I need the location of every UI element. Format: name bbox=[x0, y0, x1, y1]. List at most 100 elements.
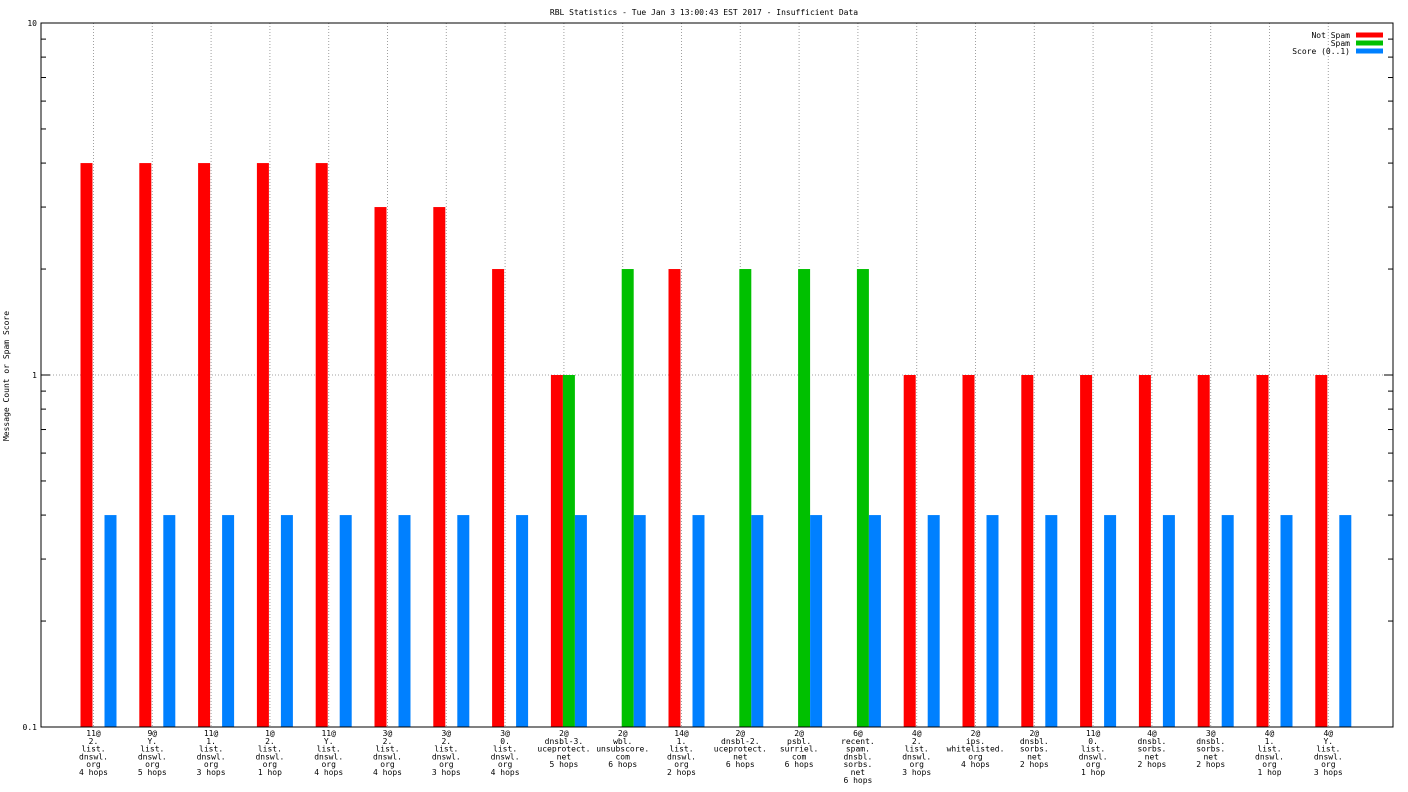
x-tick-label-line: 1 hop bbox=[258, 768, 282, 777]
x-tick-label-line: org bbox=[204, 760, 219, 769]
bar-not-spam bbox=[1256, 375, 1269, 727]
bar-not-spam bbox=[962, 375, 975, 727]
x-tick-label: 2@ dnsbl-3. uceprotect. net 5 hops bbox=[537, 729, 590, 769]
bar-spam bbox=[621, 269, 634, 727]
legend-swatch bbox=[1356, 32, 1383, 38]
bar-not-spam bbox=[374, 207, 387, 727]
x-tick-label: 3@ 2. list. dnswl. org 4 hops bbox=[373, 729, 402, 777]
x-tick-label-line: list. bbox=[1257, 745, 1281, 754]
bar-score-0-1 bbox=[1221, 515, 1234, 727]
bar-score-0-1 bbox=[1162, 515, 1175, 727]
x-tick-label-line: net bbox=[733, 752, 748, 761]
bar-not-spam bbox=[315, 163, 328, 727]
x-tick-label-line: 3 hops bbox=[432, 768, 461, 777]
x-tick-label-line: 3@ bbox=[1206, 729, 1216, 738]
x-tick-label-line: net bbox=[1145, 752, 1160, 761]
x-tick-label-line: org bbox=[439, 760, 454, 769]
x-tick-label-line: ips. bbox=[966, 737, 985, 746]
x-tick-label-line: 2@ bbox=[559, 729, 569, 738]
bar-score-0-1 bbox=[398, 515, 411, 727]
x-tick-label-line: net bbox=[851, 768, 866, 777]
x-tick-label-line: net bbox=[1203, 752, 1218, 761]
x-tick-label-line: org bbox=[1262, 760, 1277, 769]
x-tick-label-line: spam. bbox=[846, 745, 870, 754]
bar-not-spam bbox=[492, 269, 505, 727]
x-tick-label-line: 4@ bbox=[1147, 729, 1157, 738]
x-tick-label-line: 3 hops bbox=[1314, 768, 1343, 777]
x-tick-label-line: list. bbox=[199, 745, 223, 754]
x-tick-label-line: org bbox=[145, 760, 160, 769]
x-tick-label-line: net bbox=[1027, 752, 1042, 761]
x-tick-label-line: dnswl. bbox=[197, 752, 226, 761]
x-tick-label-line: dnswl. bbox=[1255, 752, 1284, 761]
x-tick-label-line: dnsbl. bbox=[1137, 737, 1166, 746]
bar-spam bbox=[739, 269, 752, 727]
x-tick-label-line: 4 hops bbox=[491, 768, 520, 777]
bar-score-0-1 bbox=[810, 515, 823, 727]
x-tick-label-line: list. bbox=[81, 745, 105, 754]
bar-score-0-1 bbox=[516, 515, 529, 727]
y-tick-label: 0.1 bbox=[23, 723, 38, 732]
x-tick-label-line: unsubscore. bbox=[596, 745, 649, 754]
x-tick-label: 2@ wbl. unsubscore. com 6 hops bbox=[596, 729, 649, 769]
x-tick-label: 4@ 2. list. dnswl. org 3 hops bbox=[902, 729, 931, 777]
x-tick-label: 1@ 2. list. dnswl. org 1 hop bbox=[255, 729, 284, 777]
x-tick-label-line: uceprotect. bbox=[537, 745, 590, 754]
x-tick-label-line: 9@ bbox=[147, 729, 157, 738]
x-tick-label: 3@ dnsbl. sorbs. net 2 hops bbox=[1196, 729, 1225, 769]
x-tick-label-line: surriel. bbox=[780, 745, 819, 754]
x-tick-label-line: 3@ bbox=[383, 729, 393, 738]
bar-spam bbox=[798, 269, 811, 727]
x-tick-label: 3@ 0. list. dnswl. org 4 hops bbox=[491, 729, 520, 777]
x-tick-label-line: 4 hops bbox=[314, 768, 343, 777]
x-tick-label-line: dnsbl. bbox=[1020, 737, 1049, 746]
x-tick-label-line: list. bbox=[1081, 745, 1105, 754]
legend-label: Not Spam bbox=[1311, 31, 1350, 40]
x-tick-label-line: sorbs. bbox=[843, 760, 872, 769]
x-tick-label-line: 6 hops bbox=[785, 760, 814, 769]
bar-not-spam bbox=[139, 163, 152, 727]
x-tick-label-line: list. bbox=[375, 745, 399, 754]
x-tick-label-line: dnswl. bbox=[255, 752, 284, 761]
x-tick-label: 4@ dnsbl. sorbs. net 2 hops bbox=[1137, 729, 1166, 769]
x-tick-label-line: 4@ bbox=[912, 729, 922, 738]
x-tick-label-line: dnsbl-2. bbox=[721, 737, 760, 746]
bar-score-0-1 bbox=[339, 515, 352, 727]
x-tick-label-line: 4 hops bbox=[373, 768, 402, 777]
legend-swatch bbox=[1356, 48, 1383, 54]
x-tick-label-line: 14@ bbox=[674, 729, 689, 738]
y-tick-label: 1 bbox=[32, 371, 37, 380]
bar-score-0-1 bbox=[1280, 515, 1293, 727]
bar-spam bbox=[856, 269, 869, 727]
x-tick-label-line: dnswl. bbox=[314, 752, 343, 761]
bar-score-0-1 bbox=[104, 515, 117, 727]
legend-swatch bbox=[1356, 40, 1383, 46]
x-tick-label-line: sorbs. bbox=[1137, 745, 1166, 754]
x-tick-label-line: org bbox=[498, 760, 513, 769]
x-tick-label-line: 2. bbox=[89, 737, 99, 746]
bar-score-0-1 bbox=[457, 515, 470, 727]
bar-score-0-1 bbox=[927, 515, 940, 727]
x-tick-label-line: org bbox=[86, 760, 101, 769]
x-tick-label-line: 5 hops bbox=[138, 768, 167, 777]
x-tick-label-line: 6 hops bbox=[843, 776, 872, 785]
x-tick-label-line: org bbox=[380, 760, 395, 769]
x-tick-label-line: dnswl. bbox=[667, 752, 696, 761]
x-tick-label: 11@ 2. list. dnswl. org 4 hops bbox=[79, 729, 108, 777]
x-tick-label-line: wbl. bbox=[613, 737, 632, 746]
x-tick-label-line: 4@ bbox=[1323, 729, 1333, 738]
x-tick-label-line: list. bbox=[258, 745, 282, 754]
bars bbox=[80, 163, 1352, 727]
x-tick-label-line: 1@ bbox=[265, 729, 275, 738]
bar-not-spam bbox=[1080, 375, 1093, 727]
x-tick-label-line: 3 hops bbox=[902, 768, 931, 777]
x-tick-label-line: whitelisted. bbox=[947, 745, 1005, 754]
x-tick-label-line: dnsbl-3. bbox=[545, 737, 584, 746]
bar-score-0-1 bbox=[868, 515, 881, 727]
legend-label: Spam bbox=[1331, 39, 1350, 48]
x-tick-label-line: 2 hops bbox=[667, 768, 696, 777]
bar-score-0-1 bbox=[163, 515, 176, 727]
x-tick-label-line: 5 hops bbox=[549, 760, 578, 769]
x-tick-label: 2@ dnsbl. sorbs. net 2 hops bbox=[1020, 729, 1049, 769]
